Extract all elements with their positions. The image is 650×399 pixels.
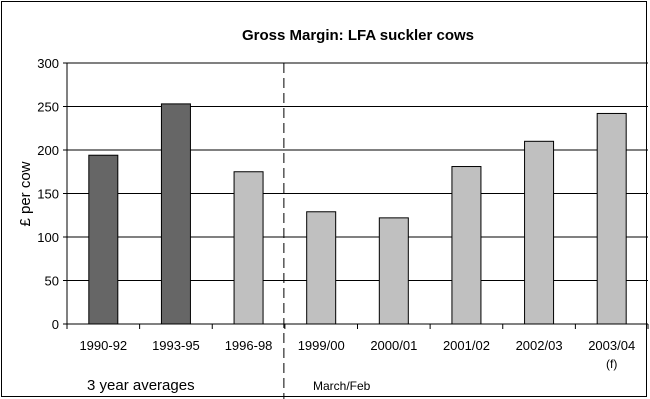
x-tick-labels: 1990-92 1993-95 1996-98 1999/00 2000/01 2001/… xyxy=(79,338,635,371)
y-tick-label: 250 xyxy=(37,100,59,115)
y-tick-label: 150 xyxy=(37,187,59,202)
x-tick-label: 2001/02 xyxy=(443,338,490,353)
bar xyxy=(233,171,264,325)
x-tick-label: 2003/04 xyxy=(588,338,635,353)
bar xyxy=(306,211,337,325)
bars xyxy=(88,103,627,325)
bar xyxy=(524,140,555,325)
x-tick-label: 1990-92 xyxy=(79,338,127,353)
chart-title: Gross Margin: LFA suckler cows xyxy=(242,27,474,44)
axes xyxy=(63,62,649,329)
x-tick-label: 1993-95 xyxy=(152,338,200,353)
y-tick-label: 50 xyxy=(45,274,59,289)
x-tick-sublabel: (f) xyxy=(606,357,617,371)
y-tick-label: 200 xyxy=(37,143,59,158)
bar xyxy=(596,112,627,325)
annotation-march-feb: March/Feb xyxy=(313,379,371,393)
x-tick-label: 1996-98 xyxy=(225,338,273,353)
y-tick-label: 100 xyxy=(37,230,59,245)
bar xyxy=(160,103,191,325)
bar xyxy=(88,154,119,325)
y-tick-label: 300 xyxy=(37,56,59,71)
y-tick-label: 0 xyxy=(52,317,59,332)
x-tick-label: 2000/01 xyxy=(370,338,417,353)
y-tick-labels: 0 50 100 150 200 250 300 xyxy=(37,56,59,332)
gridlines xyxy=(67,62,648,281)
x-tick-label: 1999/00 xyxy=(298,338,345,353)
bar xyxy=(378,217,409,325)
x-tick-label: 2002/03 xyxy=(516,338,563,353)
y-axis-label: £ per cow xyxy=(17,161,34,226)
annotation-3-year-averages: 3 year averages xyxy=(87,377,195,394)
bar xyxy=(451,166,482,325)
